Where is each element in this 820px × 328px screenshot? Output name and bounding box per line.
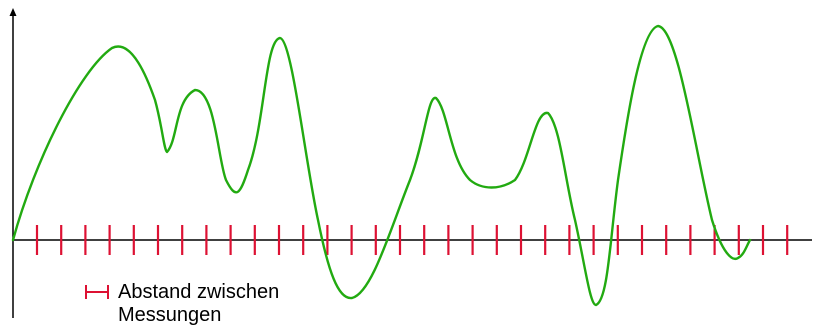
signal-wave	[11, 24, 752, 307]
y-axis-arrowhead	[9, 8, 17, 16]
legend-label: Abstand zwischen Messungen	[118, 281, 280, 326]
sample-marks	[35, 225, 789, 255]
axes	[9, 8, 812, 318]
legend	[85, 285, 109, 299]
